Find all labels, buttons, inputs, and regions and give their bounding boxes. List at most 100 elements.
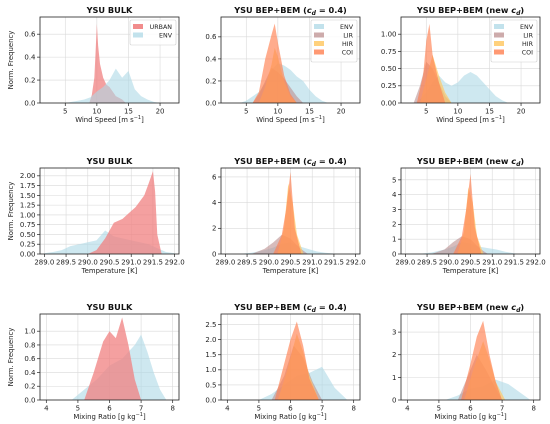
y-tick-label: 0.50 [20, 231, 36, 239]
x-tick-label: 10 [273, 108, 282, 116]
y-tick-label: 2.5 [205, 321, 216, 329]
x-axis-label-text: ] [322, 116, 325, 124]
x-axis-label-text: ] [141, 116, 144, 124]
legend-swatch-lir [314, 32, 324, 38]
y-tick-label: 0.0 [24, 99, 35, 107]
x-tick-label: 20 [156, 108, 165, 116]
y-tick-label: 1.0 [205, 366, 216, 374]
x-tick-label: 6 [107, 405, 112, 413]
panel-wind-bep-new: 5 10 15 20 0.00 0.25 0.50 0.75 1.00 YSU BEP+BEM (… [381, 5, 541, 124]
x-axis-label-text: ] [143, 413, 146, 421]
y-tick-label: 0.8 [24, 341, 35, 349]
x-tick-label: 291.5 [504, 259, 524, 267]
x-axis-label-exponent: −1 [315, 115, 322, 121]
title-text: YSU BEP+BEM ( [233, 156, 307, 166]
legend-swatch-hir [494, 41, 504, 46]
title-cd-symbol: c [511, 302, 516, 312]
y-tick-label: 0.00 [20, 250, 36, 258]
x-tick-label: 292.0 [346, 259, 366, 267]
x-tick-label: 289.5 [417, 259, 437, 267]
panel-mix-bep-04: 4 5 6 7 8 0.0 0.5 1.0 1.5 2.0 2.5 YSU BEP+BEM (cd =… [205, 302, 361, 421]
y-tick-label: 0.6 [24, 31, 36, 39]
title-cd-symbol: c [307, 5, 312, 15]
x-axis-label: Temperature [K] [442, 267, 499, 275]
y-tick-label: 3 [392, 206, 396, 214]
y-tick-label: 0.50 [381, 65, 397, 73]
title-cd-subscript: d [312, 307, 317, 314]
x-axis-label-text: Mixing Ratio [g kg [434, 413, 496, 421]
panel-temp-bep-04: 289.0 289.5 290.0 290.5 291.0 291.5 292.0 0 2 4 6 Y… [212, 156, 366, 275]
x-tick-label: 8 [531, 405, 535, 413]
legend-label-hir: HIR [522, 41, 534, 48]
legend-label-coi: COI [522, 49, 533, 56]
series-coi-area [453, 173, 482, 254]
x-tick-label: 292.0 [165, 259, 185, 267]
x-axis-label: Wind Speed [m s−1] [256, 115, 325, 124]
x-axis-label-text: ] [324, 413, 327, 421]
x-tick-label: 6 [468, 405, 473, 413]
series-env-area [65, 68, 161, 103]
y-tick-label: 0.0 [205, 396, 216, 404]
y-tick-label: 0.25 [20, 241, 36, 249]
y-tick-label: 2.00 [20, 172, 36, 180]
title-text: ) [520, 302, 524, 312]
x-tick-label: 5 [424, 108, 428, 116]
panel-title: YSU BULK [86, 5, 133, 15]
x-axis-label-exponent: −1 [497, 412, 504, 418]
legend-label-env: ENV [159, 32, 173, 39]
y-tick-label: 0 [392, 250, 396, 258]
y-tick-label: 0.4 [205, 55, 217, 63]
y-tick-label: 2 [392, 351, 396, 359]
legend-swatch-urban [133, 24, 143, 29]
x-tick-label: 290.0 [259, 259, 279, 267]
legend-label-env: ENV [340, 24, 354, 31]
title-cd-subscript: d [312, 10, 317, 17]
series-coi-area [416, 23, 446, 103]
title-text: YSU BEP+BEM (new [416, 156, 511, 166]
y-tick-label: 1.25 [20, 202, 36, 210]
title-cd-symbol: c [307, 302, 312, 312]
y-tick-label: 0.4 [24, 54, 36, 62]
y-tick-label: 2 [212, 225, 216, 233]
y-tick-label: 3 [392, 329, 396, 337]
panel-wind-bulk: 5 10 15 20 0.0 0.2 0.4 0.6 YSU BULK Wind Speed [m… [7, 5, 180, 124]
x-tick-label: 20 [517, 108, 526, 116]
x-tick-label: 5 [257, 405, 261, 413]
y-tick-label: 4 [392, 191, 397, 199]
x-tick-label: 291.5 [324, 259, 344, 267]
x-axis-label: Mixing Ratio [g kg−1] [254, 412, 327, 421]
title-cd-subscript: d [312, 161, 317, 168]
x-tick-label: 10 [92, 108, 101, 116]
y-tick-label: 1.00 [381, 31, 397, 39]
panel-title: YSU BEP+BEM (new cd) [416, 156, 525, 168]
series-urban-area [89, 23, 126, 103]
panel-mix-bep-new: 4 5 6 7 8 0 1 2 3 YSU BEP+BEM (new cd) Mixing Rati… [392, 302, 541, 421]
x-axis-label-text: Wind Speed [m s [256, 116, 315, 124]
y-tick-label: 4 [212, 199, 217, 207]
series-coi-area [273, 171, 302, 254]
x-axis-label-text: Mixing Ratio [g kg [254, 413, 316, 421]
y-tick-label: 0.5 [205, 381, 216, 389]
legend-label-env: ENV [520, 24, 534, 31]
x-tick-label: 4 [405, 405, 410, 413]
panel-title: YSU BEP+BEM (cd = 0.4) [233, 302, 347, 314]
x-tick-label: 291.0 [302, 259, 322, 267]
title-cd-subscript: d [516, 161, 521, 168]
title-text: YSU BEP+BEM ( [233, 5, 307, 15]
x-tick-label: 290.0 [78, 259, 98, 267]
x-tick-label: 5 [437, 405, 441, 413]
x-tick-label: 7 [139, 405, 143, 413]
y-tick-label: 1.0 [24, 328, 35, 336]
x-axis-label-text: ] [502, 116, 505, 124]
y-tick-label: 0.25 [381, 82, 397, 90]
y-axis-label: Norm. Frequency [7, 31, 15, 90]
y-tick-label: 2.0 [205, 336, 216, 344]
y-tick-label: 0.0 [24, 396, 35, 404]
y-tick-label: 1 [392, 236, 396, 244]
panel-title: YSU BEP+BEM (new cd) [416, 302, 525, 314]
series-urban-area [84, 317, 142, 400]
legend-label-lir: LIR [523, 32, 533, 39]
panel-title: YSU BEP+BEM (cd = 0.4) [233, 5, 347, 17]
x-tick-label: 290.5 [280, 259, 300, 267]
x-tick-label: 291.0 [482, 259, 502, 267]
